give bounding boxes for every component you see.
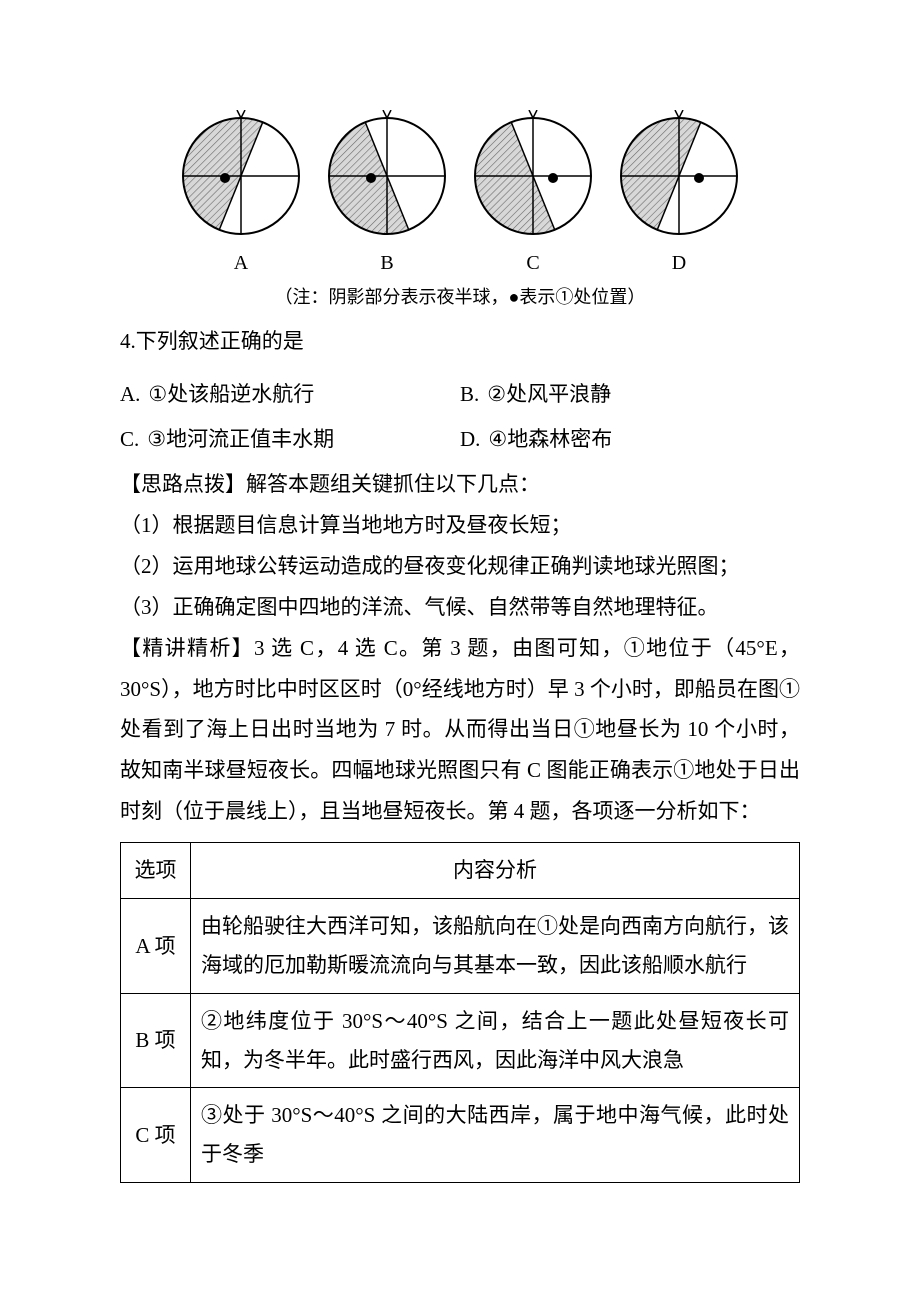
diagram-caption: （注：阴影部分表示夜半球，●表示①处位置）	[120, 283, 800, 309]
globe-label: B	[380, 252, 393, 275]
q4-opt-d: ④地森林密布	[488, 427, 612, 451]
q4-opt-c: ③地河流正值丰水期	[147, 427, 334, 451]
row-item: C 项	[121, 1088, 191, 1183]
row-text: ③处于 30°S～40°S 之间的大陆西岸，属于地中海气候，此时处于冬季	[191, 1088, 800, 1183]
q4-options-row2: C.③地河流正值丰水期 D.④地森林密布	[120, 419, 800, 460]
globe-label: D	[672, 252, 686, 275]
q4-opt-a: ①处该船逆水航行	[148, 382, 314, 406]
globe-C: C	[469, 110, 597, 275]
hint-block: 【思路点拨】解答本题组关键抓住以下几点：	[120, 464, 800, 505]
hint-item-2: （2）运用地球公转运动造成的昼夜变化规律正确判读地球光照图；	[120, 546, 800, 587]
row-text: 由轮船驶往大西洋可知，该船航向在①处是向西南方向航行，该海域的厄加勒斯暖流流向与…	[191, 899, 800, 994]
table-row: B 项②地纬度位于 30°S～40°S 之间，结合上一题此处昼短夜长可知，为冬半…	[121, 993, 800, 1088]
globe-D: D	[615, 110, 743, 275]
row-item: B 项	[121, 993, 191, 1088]
globe-B: B	[323, 110, 451, 275]
q4-options-row1: A.①处该船逆水航行 B.②处风平浪静	[120, 374, 800, 415]
analysis-table: 选项 内容分析 A 项由轮船驶往大西洋可知，该船航向在①处是向西南方向航行，该海…	[120, 842, 800, 1183]
table-row: A 项由轮船驶往大西洋可知，该船航向在①处是向西南方向航行，该海域的厄加勒斯暖流…	[121, 899, 800, 994]
row-text: ②地纬度位于 30°S～40°S 之间，结合上一题此处昼短夜长可知，为冬半年。此…	[191, 993, 800, 1088]
analysis-block: 【精讲精析】3 选 C，4 选 C。第 3 题，由图可知，①地位于（45°E，3…	[120, 628, 800, 833]
th-content: 内容分析	[191, 843, 800, 899]
hint-item-1: （1）根据题目信息计算当地地方时及昼夜长短；	[120, 505, 800, 546]
q4-stem: 4.下列叙述正确的是	[120, 321, 800, 362]
globe-A: A	[177, 110, 305, 275]
globe-label: A	[234, 252, 248, 275]
th-item: 选项	[121, 843, 191, 899]
hint-item-3: （3）正确确定图中四地的洋流、气候、自然带等自然地理特征。	[120, 587, 800, 628]
row-item: A 项	[121, 899, 191, 994]
globe-diagram: A B C D （注：阴影部分表示夜半球，●表示①处位置）	[120, 110, 800, 309]
table-row: C 项③处于 30°S～40°S 之间的大陆西岸，属于地中海气候，此时处于冬季	[121, 1088, 800, 1183]
q4-opt-b: ②处风平浪静	[487, 382, 611, 406]
globe-label: C	[526, 252, 539, 275]
